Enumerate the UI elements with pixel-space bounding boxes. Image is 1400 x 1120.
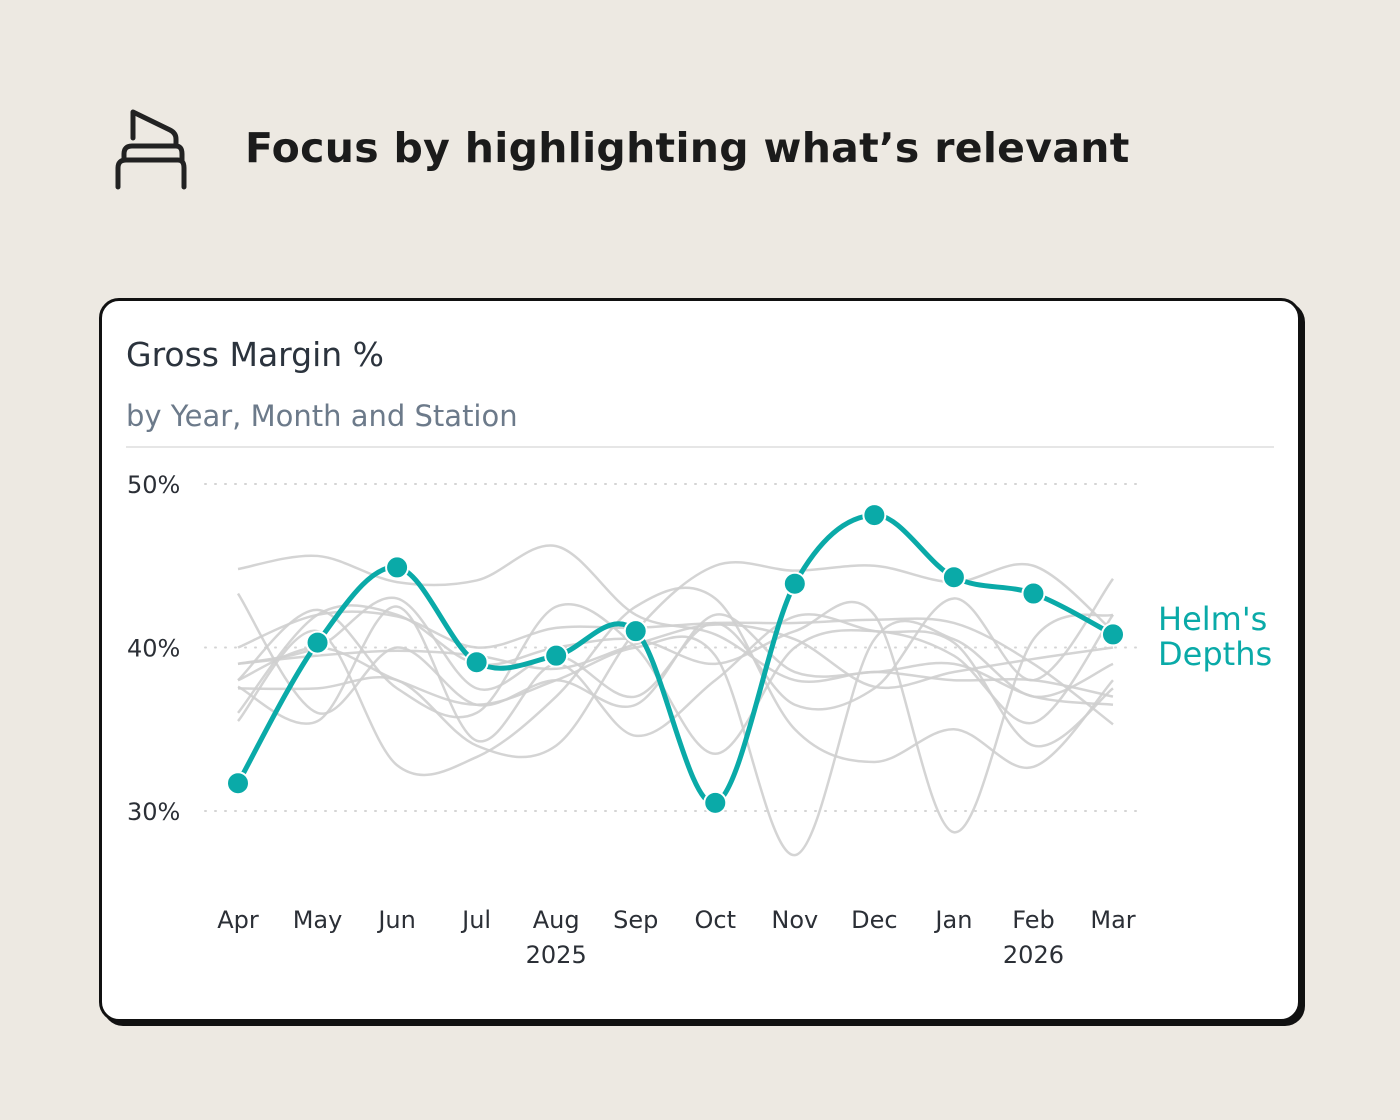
highlighter-icon [112,108,188,192]
y-tick-label: 30% [127,798,180,826]
context-series-line [237,578,1114,711]
y-tick-label: 50% [127,471,180,499]
chart-title: Gross Margin % [126,335,385,374]
x-tick-label: Dec [851,906,897,934]
x-tick-label: Sep [613,906,658,934]
page-title: Focus by highlighting what’s relevant [245,124,1130,172]
highlight-point [464,650,489,675]
year-label: 2025 [526,941,587,969]
x-tick-label: Feb [1012,906,1055,934]
context-series-line [237,623,1114,690]
x-tick-label: Mar [1090,906,1135,934]
context-series-line [237,600,1114,834]
x-tick-label: May [293,906,343,934]
highlight-point [305,630,330,655]
highlight-point [941,565,966,590]
x-tick-label: Jun [376,906,416,934]
highlight-point [782,571,807,596]
highlight-point [862,503,887,528]
series-label: Depths [1158,635,1272,673]
highlight-point [1021,581,1046,606]
x-tick-label: Nov [771,906,818,934]
highlight-point [385,555,410,580]
highlight-point [544,643,569,668]
series-label: Helm's [1158,600,1267,638]
chart-card: Gross Margin % by Year, Month and Statio… [99,298,1301,1022]
highlight-point [226,771,250,796]
context-series-line [237,610,1114,726]
x-tick-label: Jul [460,906,491,934]
x-tick-label: Apr [217,906,259,934]
year-label: 2026 [1003,941,1064,969]
context-series-line [237,605,1114,748]
context-series-line [236,592,1114,715]
x-tick-label: Aug [533,906,580,934]
highlight-point [1101,622,1125,647]
context-series-line [237,586,1114,777]
divider [126,446,1274,448]
x-tick-label: Oct [695,906,737,934]
chart-subtitle: by Year, Month and Station [126,399,518,433]
highlight-point [703,790,728,815]
y-tick-label: 40% [127,635,180,663]
highlight-point [623,619,648,644]
x-tick-label: Jan [933,906,972,934]
